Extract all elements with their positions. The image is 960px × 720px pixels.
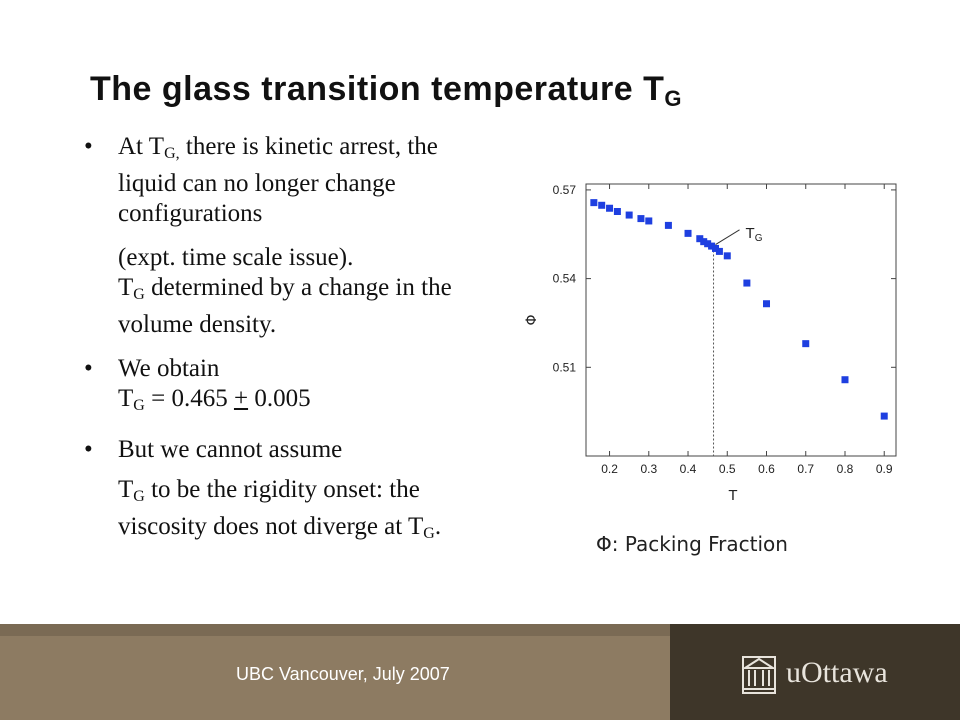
tg-annotation: TG [746,225,763,244]
paragraph-1: (expt. time scale issue). TG determined … [78,243,498,340]
plot-caption: Φ: Packing Fraction [596,532,788,556]
bullet-2: • We obtain TG = 0.465 + 0.005 [78,354,498,421]
bullet-1: • At TG, there is kinetic arrest, the li… [78,132,498,229]
bullet-2-text: We obtain [118,355,220,382]
paragraph-2-sub: G [133,286,145,303]
data-point [880,412,888,420]
packing-fraction-plot: 0.2 0.3 0.4 0.5 0.6 0.7 0.8 0.9 0.51 0.54 0.57 T Φ TG [520,170,910,510]
data-point [613,207,621,215]
slide-title-subscript: G [664,86,682,111]
x-tick-label: 0.4 [680,462,697,476]
y-tick-label: 0.57 [553,183,577,197]
y-tick-label: 0.51 [553,360,577,374]
data-point [743,279,751,287]
data-point [645,217,653,225]
tg-value-post: 0.005 [248,385,311,412]
data-point [723,252,731,260]
bullet-1-post: there is kinetic arrest, the liquid can … [118,133,438,227]
bullet-list: • At TG, there is kinetic arrest, the li… [78,132,498,549]
x-tick-label: 0.3 [640,462,657,476]
x-tick-label: 0.7 [797,462,814,476]
x-tick-label: 0.2 [601,462,618,476]
slide-title-main: The glass transition temperature T [90,70,665,108]
data-point [704,240,712,248]
x-tick-label: 0.6 [758,462,775,476]
data-point [841,376,849,384]
footer-text: UBC Vancouver, July 2007 [236,664,450,684]
data-point [606,204,614,212]
bullet-3: • But we cannot assume [78,435,498,465]
x-axis-label: T [728,487,737,504]
tg-value-sub: G [133,397,145,414]
tg-value-mid: = 0.465 [144,385,234,412]
paragraph-4-sub: G [133,488,145,505]
bullet-3-text: But we cannot assume [118,436,343,463]
x-tick-label: 0.8 [837,462,854,476]
paragraph-4-post: to be the rigidity onset: the viscosity … [118,476,424,540]
footer-right-panel [670,624,960,720]
bullet-marker: • [84,133,93,160]
bullet-1-sub: G, [164,145,180,162]
data-point [802,340,810,348]
paragraph-4-sub2: G [423,525,435,542]
paragraph-4-end: . [434,513,442,540]
y-axis-label: Φ [524,314,540,325]
paragraph-1-text: (expt. time scale issue). [118,244,354,271]
uottawa-logo: uOttawa [741,656,922,696]
data-point [763,300,771,308]
paragraph-2-post: determined by a change in the volume den… [118,274,452,338]
x-tick-label: 0.5 [719,462,736,476]
plot-svg: 0.2 0.3 0.4 0.5 0.6 0.7 0.8 0.9 0.51 0.54 0.57 T Φ TG [524,183,897,504]
building-icon [741,656,777,694]
data-point [637,215,645,223]
paragraph-4: TG to be the rigidity onset: the viscosi… [78,475,498,549]
data-point [711,244,719,252]
bullet-marker: • [84,355,93,382]
plot-frame [585,183,897,457]
footer-left-panel [0,624,670,720]
slide-title: The glass transition temperature TG [90,70,682,112]
logo-text: uOttawa [786,656,888,689]
data-point [715,247,723,255]
tg-value-pre: T [118,385,134,412]
tg-pointer-line [715,229,740,246]
data-point [700,238,708,246]
paragraph-4-pre: T [118,476,134,503]
data-point [598,201,606,209]
data-point [590,199,598,207]
data-point [708,242,716,250]
tg-value-plusminus: + [233,385,249,412]
data-point [664,221,672,229]
data-point [625,211,633,219]
bullet-marker: • [84,436,93,463]
data-point [696,235,704,243]
y-tick-label: 0.54 [553,272,577,286]
data-point [684,229,692,237]
bullet-1-pre: At T [118,133,165,160]
paragraph-2-pre: T [118,274,134,301]
x-tick-label: 0.9 [876,462,893,476]
